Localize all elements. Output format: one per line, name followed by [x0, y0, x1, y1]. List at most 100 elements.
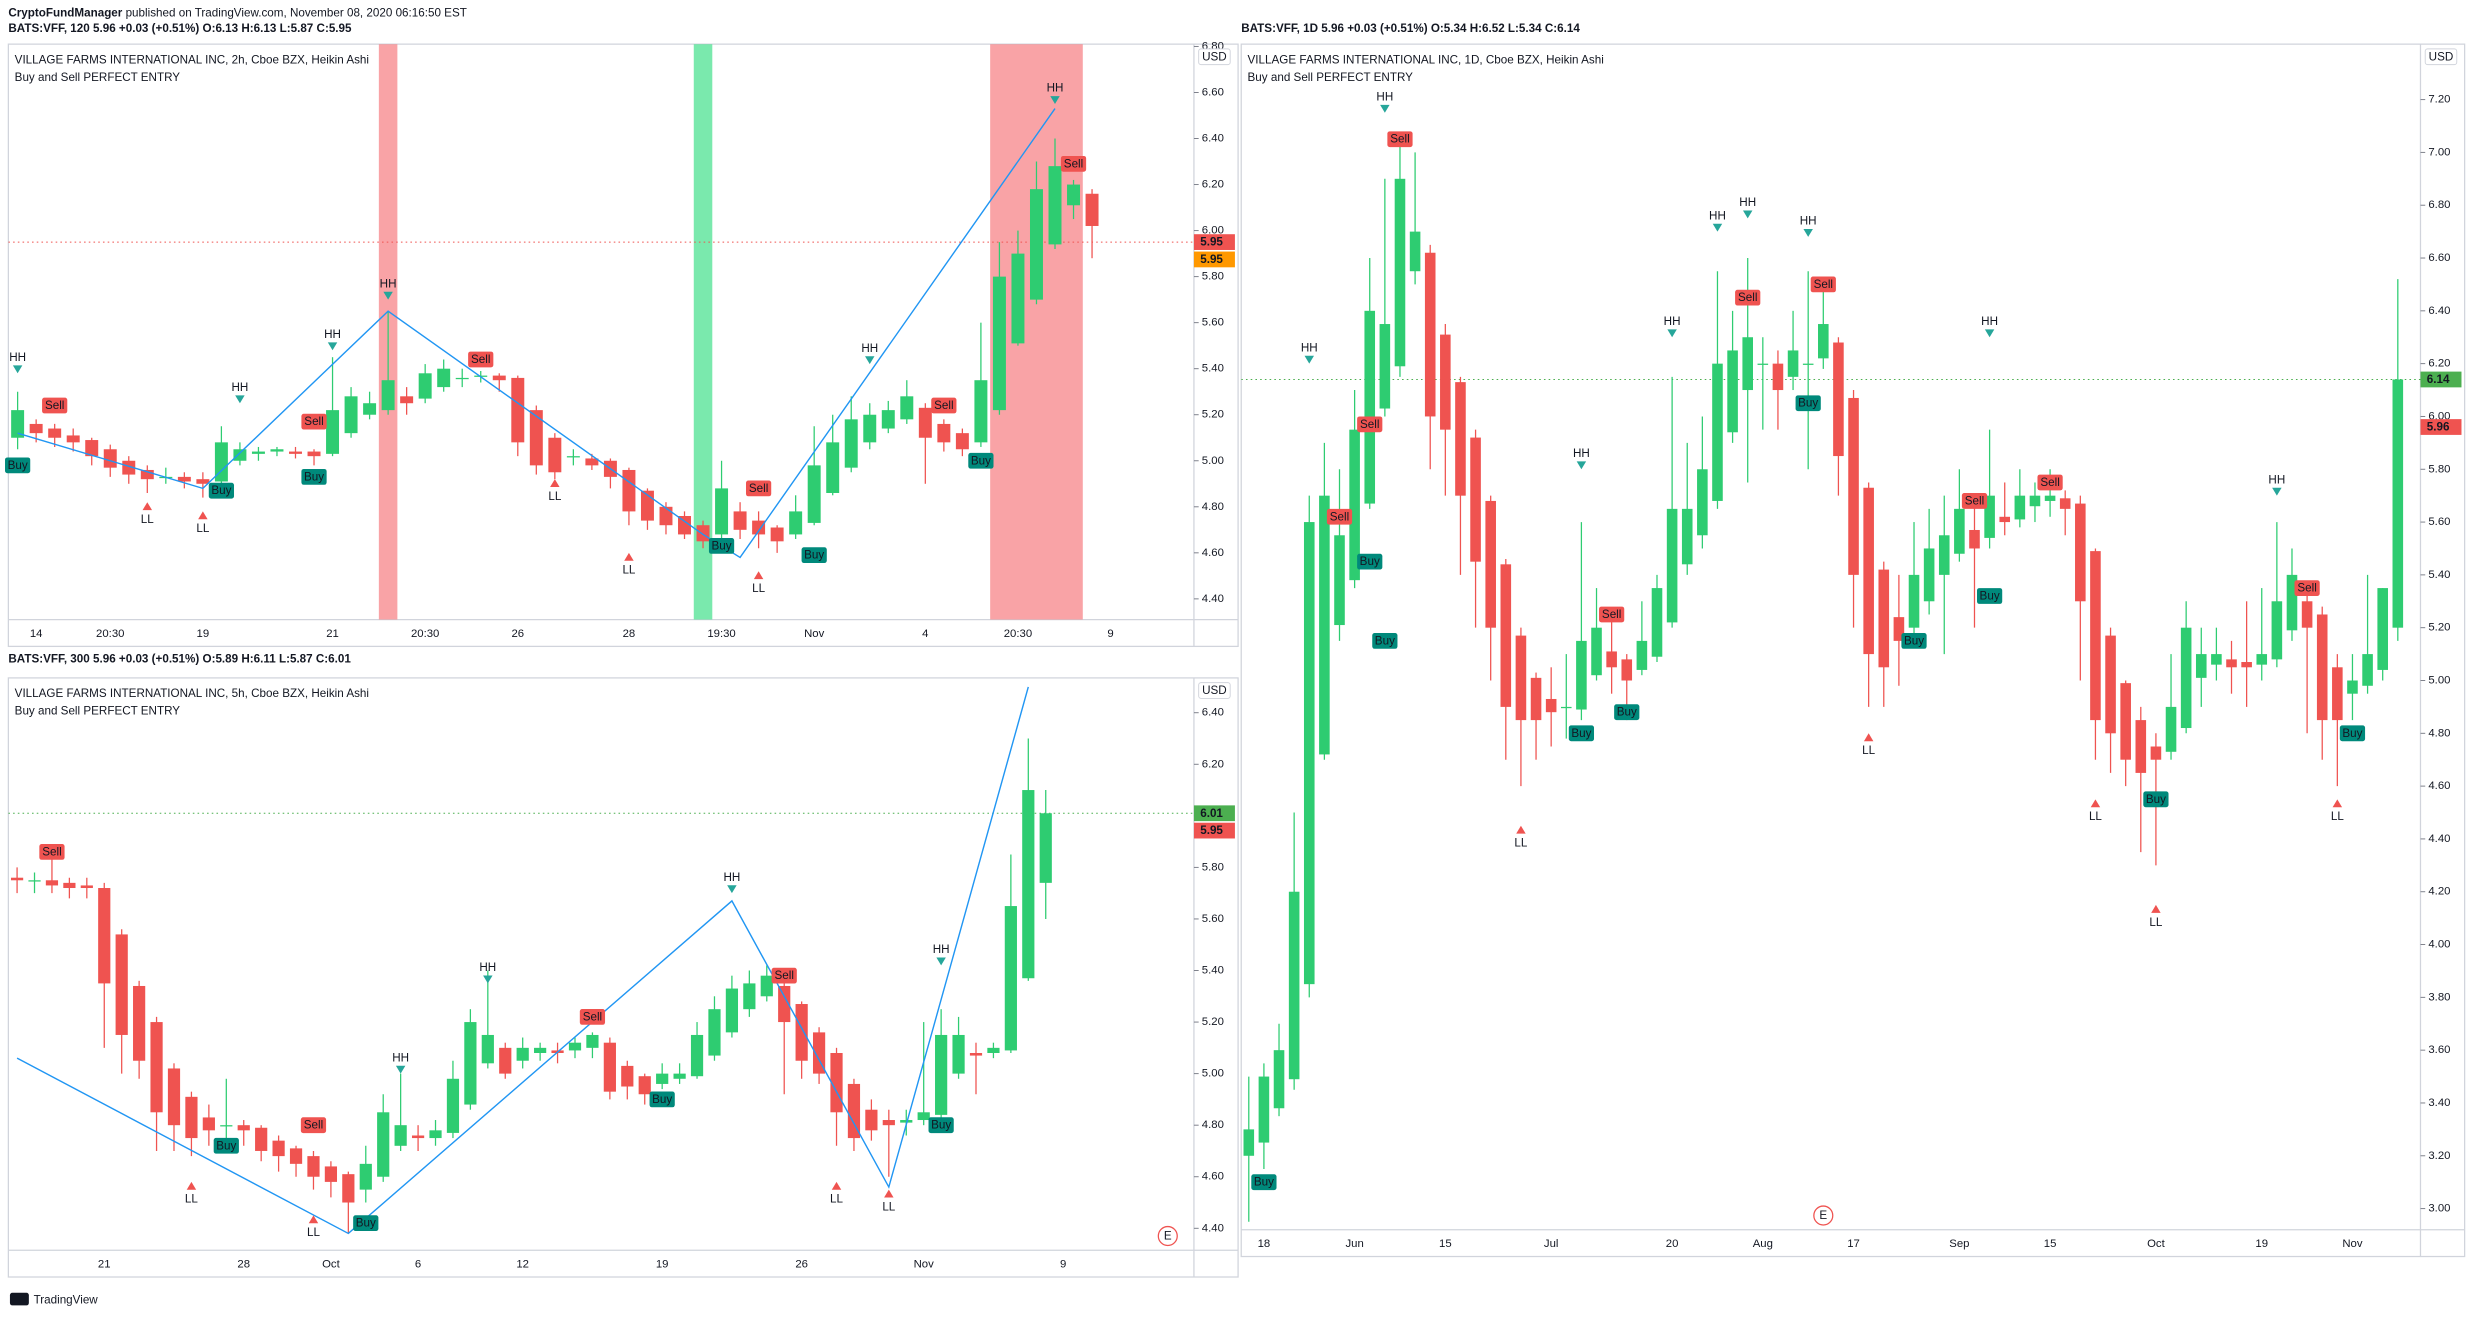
- candle-body: [464, 1022, 477, 1105]
- candle-body: [1243, 1129, 1255, 1156]
- y-tick-label: 5.40: [1202, 363, 1224, 375]
- price-label-box: [2420, 419, 2462, 435]
- signal-label: Sell: [45, 399, 64, 412]
- candle-body: [2211, 654, 2222, 665]
- candle-body: [1530, 677, 1542, 721]
- x-tick-label: 28: [237, 1258, 250, 1270]
- candle-body: [233, 449, 247, 461]
- candle-body: [952, 1034, 965, 1074]
- signal-label: Sell: [1064, 157, 1083, 170]
- hh-marker: [1380, 104, 1390, 113]
- hh-label: HH: [9, 351, 26, 364]
- chart-panel: BATS:VFF, 1D 5.96 +0.03 (+0.51%) O:5.34 …: [1240, 22, 2466, 1258]
- candle-body: [2241, 662, 2252, 668]
- signal-label: Buy: [304, 470, 324, 483]
- candle-body: [140, 469, 154, 480]
- ll-marker: [831, 1181, 842, 1190]
- x-tick-label: 20:30: [1004, 628, 1032, 640]
- signal-label: Buy: [1375, 634, 1395, 647]
- signal-label: Sell: [1602, 608, 1621, 621]
- price-label: 6.14: [2427, 373, 2450, 386]
- x-tick-label: 19: [656, 1258, 669, 1270]
- candle-body: [133, 985, 146, 1061]
- price-label: 6.01: [1200, 807, 1223, 820]
- candle-body: [2347, 680, 2358, 694]
- signal-box: [2294, 580, 2320, 596]
- candle-body: [167, 1068, 181, 1126]
- y-tick-label: 5.40: [1202, 965, 1224, 977]
- footer-logo: TradingView: [9, 1292, 98, 1306]
- x-tick-label: 4: [922, 628, 928, 640]
- candle-body: [1908, 574, 1920, 628]
- candle-body: [881, 410, 895, 429]
- hh-marker: [327, 342, 338, 351]
- signal-label: Sell: [2297, 582, 2316, 595]
- candle-body: [1319, 495, 1330, 755]
- signal-label: Buy: [8, 459, 28, 472]
- candle-body: [585, 458, 599, 466]
- candle-body: [918, 407, 932, 438]
- candle-body: [2195, 654, 2207, 678]
- signal-box: [771, 967, 797, 984]
- ll-marker: [2151, 904, 2161, 913]
- candle-body: [1424, 252, 1436, 417]
- hh-label: HH: [1800, 215, 1817, 228]
- candle-body: [1379, 324, 1391, 409]
- chart-panel: BATS:VFF, 120 5.96 +0.03 (+0.51%) O:6.13…: [5, 22, 1239, 648]
- signal-box: [300, 1117, 327, 1134]
- signal-label: Sell: [1360, 418, 1379, 431]
- candle-body: [122, 460, 136, 475]
- currency-box: [2424, 48, 2458, 66]
- candle-body: [1863, 487, 1874, 655]
- candle-body: [307, 451, 321, 457]
- hh-label: HH: [1301, 341, 1318, 354]
- signal-label: Sell: [749, 482, 768, 495]
- candle-body: [272, 1140, 285, 1157]
- candle-body: [900, 1120, 913, 1123]
- candle-body: [1364, 310, 1376, 504]
- candle-body: [270, 449, 284, 452]
- x-tick-label: 14: [30, 628, 43, 640]
- candle-body: [202, 1117, 215, 1131]
- hh-marker: [1304, 355, 1314, 364]
- candle-body: [455, 377, 469, 380]
- price-label: 5.96: [2427, 421, 2450, 434]
- price-label: 5.95: [1200, 253, 1223, 266]
- candle-body: [725, 988, 739, 1033]
- candle-body: [1742, 337, 1753, 391]
- currency-label: USD: [2429, 50, 2454, 63]
- candle-body: [220, 1125, 233, 1127]
- signal-label: Buy: [1904, 634, 1924, 647]
- signal-label: Buy: [356, 1217, 376, 1230]
- author: CryptoFundManager: [8, 6, 122, 19]
- candle-body: [812, 1032, 826, 1074]
- ll-label: LL: [2149, 916, 2162, 929]
- y-tick-label: 5.80: [2428, 463, 2450, 475]
- x-tick-label: Aug: [1753, 1238, 1773, 1250]
- candle-body: [2226, 659, 2237, 668]
- signal-box: [708, 538, 735, 554]
- signal-box: [1961, 493, 1988, 509]
- y-tick-label: 6.40: [1202, 707, 1224, 719]
- candle-body: [363, 403, 377, 415]
- candle-body: [1515, 635, 1527, 721]
- candle-body: [1409, 231, 1421, 272]
- event-marker: [1157, 1225, 1178, 1247]
- signal-label: Buy: [1571, 727, 1591, 740]
- ll-marker: [884, 1189, 894, 1198]
- y-tick-label: 5.00: [1202, 1068, 1224, 1080]
- candle-body: [568, 1042, 582, 1051]
- signal-box: [928, 1117, 954, 1134]
- hh-marker: [1712, 223, 1723, 232]
- candle-body: [1022, 790, 1035, 979]
- hh-marker: [1984, 329, 1995, 338]
- candle-body: [1349, 429, 1360, 581]
- y-tick-label: 5.60: [1202, 913, 1224, 925]
- candle-body: [185, 1096, 198, 1139]
- candle-body: [344, 396, 358, 434]
- signal-box: [5, 457, 31, 474]
- signal-label: Buy: [2146, 793, 2166, 806]
- hh-marker: [383, 291, 393, 300]
- y-tick-label: 4.40: [2428, 833, 2450, 845]
- candle-body: [847, 1083, 861, 1139]
